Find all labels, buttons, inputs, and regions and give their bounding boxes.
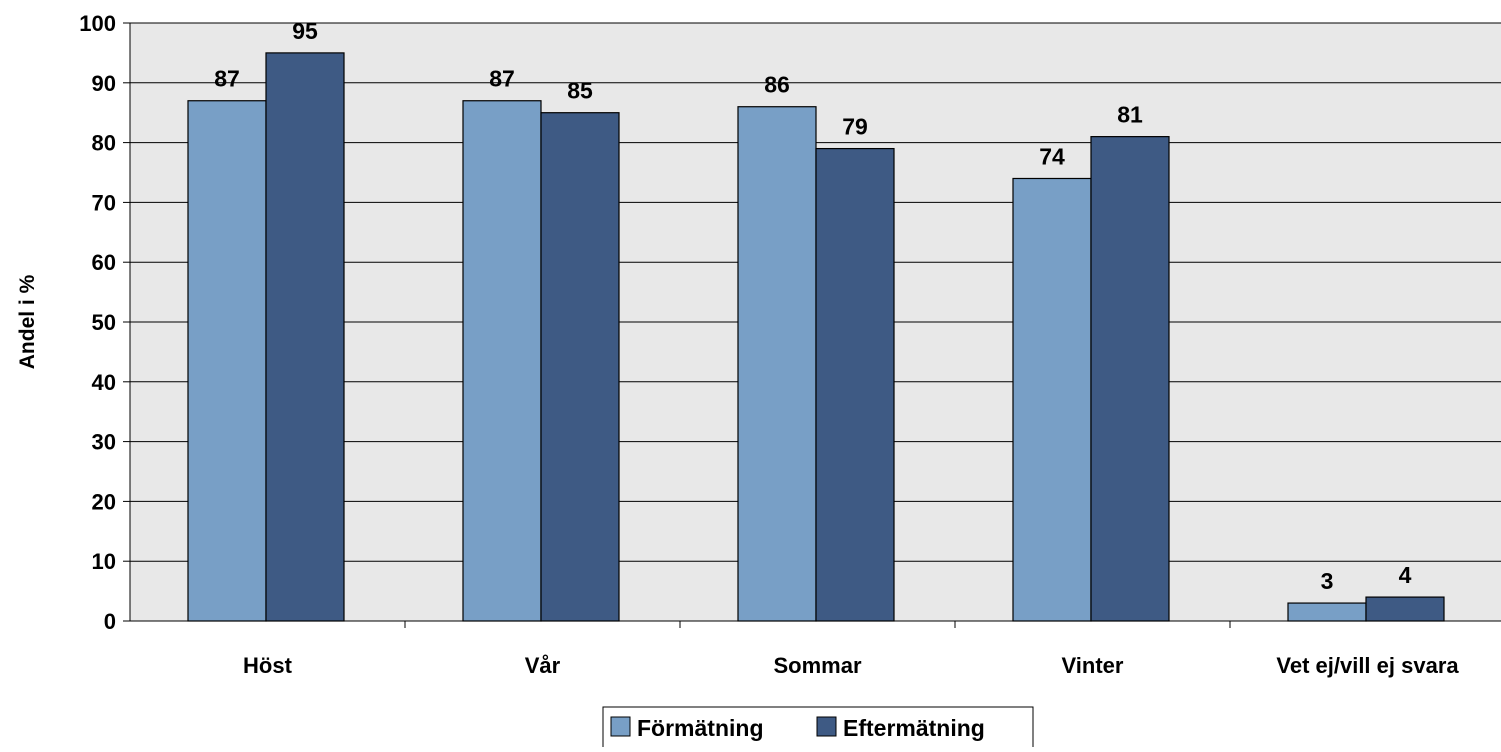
- data-label: 74: [1039, 143, 1065, 169]
- data-labels: 87 95 87 85 86 79 74 81 3 4: [214, 18, 1411, 594]
- axes: [129, 23, 1501, 622]
- bar-formatning: [737, 106, 817, 622]
- bar-formatning: [1012, 177, 1092, 622]
- y-tick-label: 30: [92, 430, 116, 455]
- data-label: 3: [1321, 568, 1334, 594]
- data-label: 87: [489, 66, 515, 92]
- y-tick-label: 70: [92, 190, 116, 215]
- data-label: 85: [567, 78, 593, 104]
- y-axis-label: Andel i %: [16, 274, 39, 369]
- bar-eftermatning: [540, 112, 620, 622]
- bar-eftermatning: [815, 147, 895, 622]
- legend-swatch: [816, 716, 837, 737]
- x-tick-label: Sommar: [773, 653, 861, 678]
- legend-swatch: [610, 716, 631, 737]
- y-tick-label: 20: [92, 489, 116, 514]
- legend-label: Förmätning: [637, 715, 764, 741]
- y-tick-label: 0: [104, 609, 116, 634]
- bars: [187, 52, 1445, 622]
- bar-eftermatning: [1365, 596, 1445, 622]
- y-tick-label: 60: [92, 250, 116, 275]
- x-tick-label: Vår: [525, 653, 561, 678]
- y-tick-label: 50: [92, 310, 116, 335]
- x-tick-label: Vinter: [1062, 653, 1124, 678]
- data-label: 79: [842, 114, 868, 140]
- y-tick-labels: 0 10 20 30 40 50 60 70 80 90 100: [79, 11, 116, 634]
- bar-formatning: [1287, 602, 1367, 622]
- legend: Förmätning Eftermätning: [602, 706, 1034, 752]
- y-tick-label: 90: [92, 71, 116, 96]
- y-tick-label: 10: [92, 549, 116, 574]
- legend-label: Eftermätning: [843, 715, 985, 741]
- x-tick-label: Vet ej/vill ej svara: [1276, 653, 1459, 678]
- data-label: 4: [1399, 562, 1412, 588]
- bar-formatning: [187, 100, 267, 622]
- y-tick-label: 40: [92, 370, 116, 395]
- bar-formatning: [462, 100, 542, 622]
- x-tick-label: Höst: [243, 653, 293, 678]
- y-tick-label: 80: [92, 131, 116, 156]
- y-tick-label: 100: [79, 11, 116, 36]
- data-label: 81: [1117, 102, 1143, 128]
- data-label: 95: [292, 18, 318, 44]
- x-tick-labels: Höst Vår Sommar Vinter Vet ej/vill ej svara: [243, 653, 1459, 678]
- data-label: 86: [764, 72, 790, 98]
- bar-eftermatning: [1090, 136, 1170, 622]
- bar-eftermatning: [265, 52, 345, 622]
- data-label: 87: [214, 66, 240, 92]
